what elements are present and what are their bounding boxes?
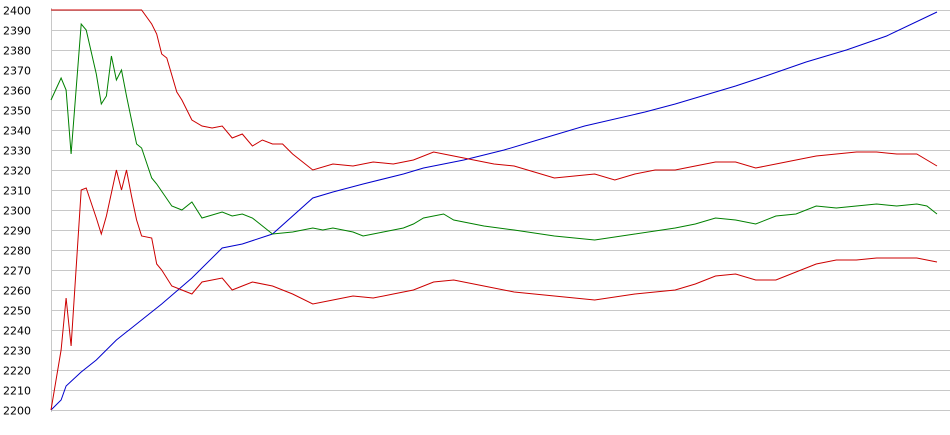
series-lines: [50, 9, 938, 411]
series-line: [50, 22, 938, 241]
axes: [51, 8, 950, 412]
series-line: [50, 169, 938, 411]
y-tick-label: 2260: [3, 285, 31, 298]
y-tick-label: 2240: [3, 325, 31, 338]
y-tick-label: 2220: [3, 365, 31, 378]
y-tick-label: 2210: [3, 385, 31, 398]
series-line: [51, 9, 938, 181]
y-tick-label: 2360: [3, 85, 31, 98]
y-tick-label: 2380: [3, 45, 31, 58]
y-axis-ticks: 2200 2210 2220 2230 2240 2250 2260 2270 2280 2290…: [3, 5, 31, 418]
y-tick-label: 2230: [3, 345, 31, 358]
grid-lines: [51, 10, 950, 411]
y-tick-label: 2270: [3, 265, 31, 278]
y-tick-label: 2390: [3, 25, 31, 38]
y-tick-label: 2280: [3, 245, 31, 258]
y-tick-label: 2310: [3, 185, 31, 198]
y-tick-label: 2200: [3, 405, 31, 418]
y-tick-label: 2290: [3, 225, 31, 238]
y-tick-label: 2370: [3, 65, 31, 78]
y-tick-label: 2400: [3, 5, 31, 18]
y-tick-label: 2350: [3, 105, 31, 118]
y-tick-label: 2300: [3, 205, 31, 218]
series-line: [50, 11, 938, 411]
y-tick-label: 2340: [3, 125, 31, 138]
y-tick-label: 2320: [3, 165, 31, 178]
y-tick-label: 2250: [3, 305, 31, 318]
y-tick-label: 2330: [3, 145, 31, 158]
